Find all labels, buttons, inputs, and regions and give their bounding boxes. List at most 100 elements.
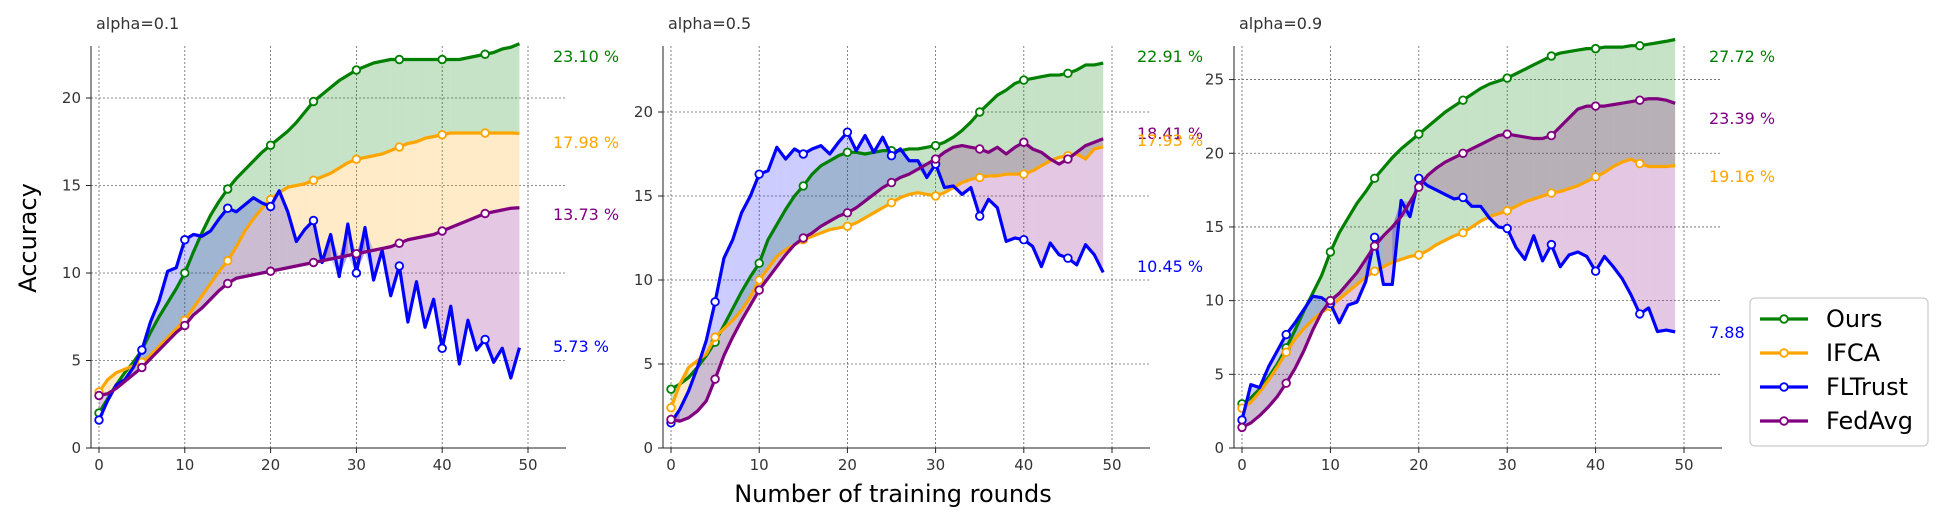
series-point-ifca [1019, 169, 1029, 179]
fill-band [1489, 135, 1499, 227]
series-point-fedavg [710, 374, 720, 384]
end-label-fedavg: 23.39 % [1709, 109, 1775, 128]
series-point-fltrust [1590, 266, 1601, 276]
fill-band [723, 320, 733, 356]
fill-band [1613, 47, 1623, 167]
series-line-fedavg [1241, 97, 1676, 429]
fill-band [1516, 135, 1525, 260]
fill-band [1569, 109, 1578, 255]
series-point-ifca [1546, 188, 1557, 198]
fill-band [1427, 119, 1437, 251]
fill-band [1524, 137, 1534, 260]
fill-band [1604, 47, 1614, 173]
fill-band [1666, 100, 1676, 332]
fill-band [1401, 141, 1410, 260]
series-point-fedavg [798, 233, 808, 243]
fill-band [768, 147, 777, 279]
fill-band [891, 150, 901, 203]
series-point-fltrust [754, 169, 764, 179]
y-tick-label: 20 [1205, 144, 1224, 162]
x-tick-label: 50 [1102, 456, 1121, 474]
fill-band [1436, 162, 1446, 195]
fill-band [476, 213, 486, 350]
series-point-fedavg [222, 278, 233, 289]
series-point-ifca [437, 130, 447, 140]
fill-band [1604, 104, 1614, 267]
fill-band [1032, 76, 1042, 171]
fill-band [1094, 138, 1104, 273]
fill-band [219, 208, 228, 291]
fill-band [502, 208, 511, 378]
series-point-ours [975, 107, 985, 117]
fill-band [253, 208, 263, 275]
y-tick-label: 20 [634, 103, 653, 121]
series-point-ours [1502, 73, 1512, 83]
y-tick-label: 10 [62, 264, 81, 282]
fill-band [244, 161, 254, 231]
fill-band [485, 52, 494, 133]
fill-band [1050, 159, 1060, 255]
panel-title: alpha=0.5 [668, 14, 751, 33]
series-point-ifca [710, 332, 720, 342]
fill-band [227, 246, 237, 284]
x-tick-label: 20 [838, 456, 857, 474]
series-line-fltrust [97, 189, 521, 421]
series-point-fltrust [1502, 223, 1512, 234]
fill-band [1454, 153, 1463, 199]
series-point-ifca [1502, 206, 1512, 216]
legend-label: IFCA [1826, 339, 1881, 367]
fill-band [785, 196, 795, 250]
fill-band [1041, 152, 1051, 267]
fill-band [1059, 159, 1068, 259]
series-point-ours [265, 140, 276, 150]
fill-band [1032, 148, 1042, 267]
series-point-ifca [308, 175, 319, 185]
y-tick-label: 20 [62, 89, 81, 107]
fill-band [1560, 117, 1570, 267]
x-tick-label: 10 [1321, 456, 1340, 474]
series-point-ours [351, 65, 362, 75]
fill-band [1050, 75, 1060, 161]
series-point-fltrust [1635, 309, 1645, 319]
series-point-fltrust [437, 343, 447, 353]
x-tick-label: 20 [1409, 456, 1428, 474]
end-label-fedavg: 18.41 % [1137, 124, 1203, 143]
fill-band [502, 133, 511, 210]
series-point-fltrust [710, 297, 720, 307]
x-axis-label: Number of training rounds [734, 480, 1052, 508]
fill-band [838, 132, 848, 217]
fill-band [493, 49, 503, 133]
series-point-fedavg [1502, 129, 1512, 139]
end-label-ours: 22.91 % [1137, 47, 1203, 66]
fill-band [1085, 142, 1095, 255]
fill-band [1595, 106, 1605, 272]
fill-band [313, 94, 323, 181]
series-point-ours [180, 268, 190, 278]
fill-band [407, 238, 417, 322]
series-point-fltrust [1019, 234, 1029, 245]
end-label-ifca: 19.16 % [1709, 167, 1775, 186]
fill-band [416, 138, 426, 238]
panel-3: 0 10 20 30 40 50 0 5 10 15 20 25 alpha=0.9 27.72 % 23.… [1205, 14, 1775, 474]
fill-band [450, 133, 460, 228]
y-tick-label: 0 [71, 439, 81, 457]
series-point-fltrust [1369, 232, 1380, 242]
fill-band [1427, 168, 1437, 191]
fill-band [244, 197, 254, 277]
fill-band [390, 59, 400, 151]
x-tick-label: 30 [1498, 456, 1517, 474]
fill-band [1595, 47, 1605, 177]
x-tick-label: 10 [750, 456, 769, 474]
fill-band [304, 220, 314, 265]
series-point-ifca [480, 128, 490, 138]
legend-entry-fltrust: FLTrust [1760, 373, 1908, 401]
fill-band [407, 141, 417, 240]
series-point-fedavg [480, 208, 490, 219]
series-point-ours [1369, 173, 1380, 184]
series-point-fltrust [394, 261, 404, 271]
fill-band [287, 211, 297, 268]
series-point-ifca [1414, 250, 1424, 260]
x-tick-label: 40 [1586, 456, 1605, 474]
fill-band [1076, 64, 1086, 160]
end-label-ifca: 17.98 % [553, 133, 619, 152]
